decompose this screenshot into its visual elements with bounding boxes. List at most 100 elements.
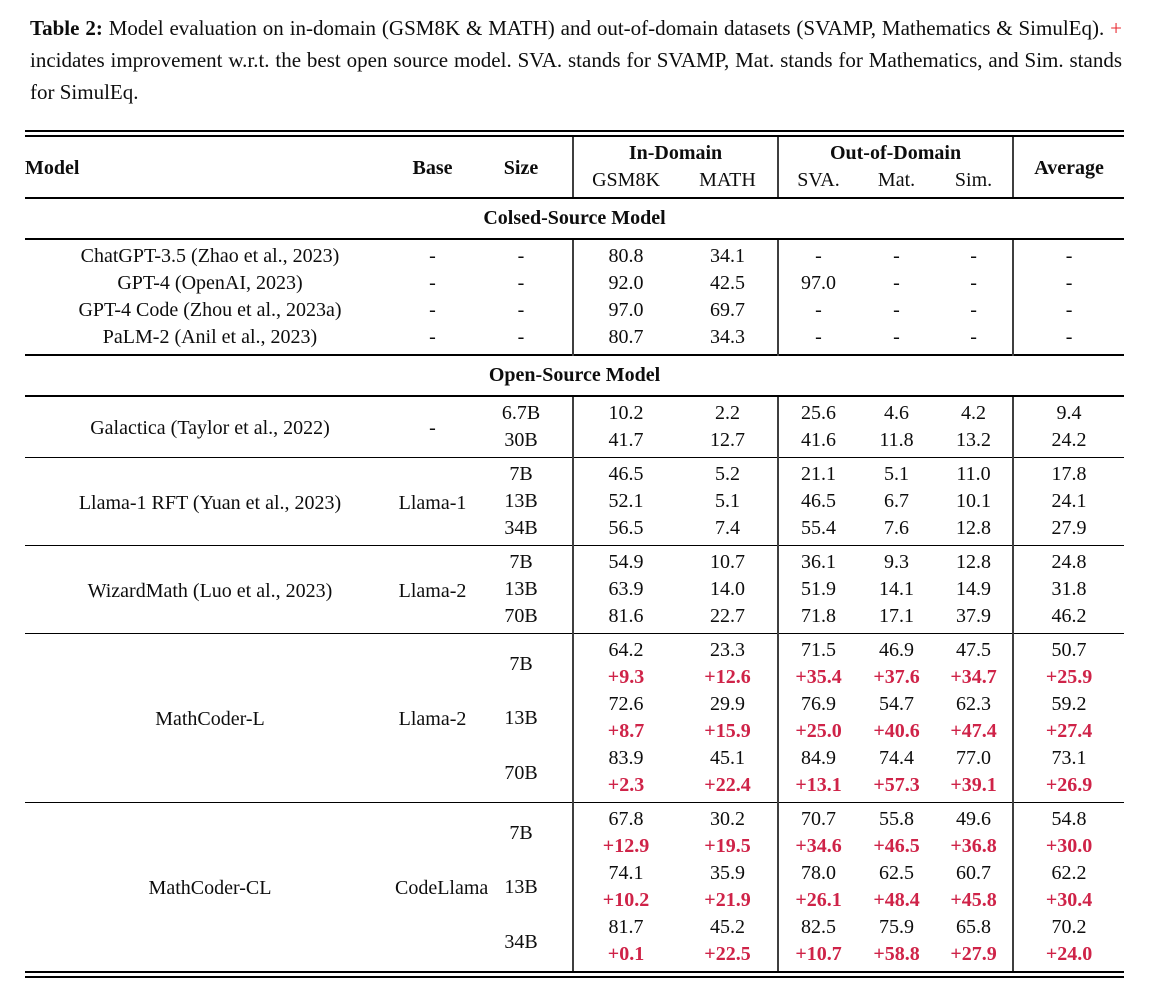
header-row-groups: Model Base Size In-Domain Out-of-Domain … <box>25 133 1125 199</box>
improvement-cell: +25.9 <box>1012 664 1125 691</box>
value-cell: 54.7 <box>879 693 915 715</box>
value-cell: 5.1 <box>858 457 936 488</box>
size-cell: 7B <box>470 545 573 576</box>
improvement-cell: +36.8 <box>950 835 997 857</box>
value-cell: - <box>858 238 936 270</box>
value-cell: 80.7 <box>572 324 678 355</box>
value-cell: 21.1 <box>777 457 859 488</box>
header-math: MATH <box>678 167 779 199</box>
improvement-cell: +19.5 <box>704 835 751 857</box>
data-row: GPT-4 (OpenAI, 2023) - - 92.0 42.5 97.0 - - - <box>25 270 1125 297</box>
base-cell: Llama-2 <box>395 633 470 803</box>
value-cell: 37.9 <box>956 605 992 627</box>
header-svamp: SVA. <box>777 167 859 199</box>
value-cell: 14.9 <box>956 578 992 600</box>
value-cell: 41.7 <box>572 427 678 458</box>
value-cell: 92.0 <box>572 270 678 297</box>
size-cell: - <box>470 238 573 270</box>
model-cell: MathCoder-L <box>25 633 395 803</box>
model-cell: GPT-4 (OpenAI, 2023) <box>117 272 303 294</box>
size-cell: 7B <box>470 802 573 860</box>
value-cell: 36.1 <box>777 545 859 576</box>
header-simuleq: Sim. <box>935 167 1014 199</box>
value-cell: 64.2 <box>572 633 678 664</box>
improvement-cell: +30.4 <box>1012 887 1125 914</box>
improvement-cell: +22.4 <box>704 774 751 796</box>
header-row-datasets: GSM8K MATH SVA. Mat. Sim. <box>25 167 1124 199</box>
value-cell: 78.0 <box>777 860 859 887</box>
improvement-cell: +10.7 <box>777 941 859 975</box>
value-cell: 67.8 <box>572 802 678 833</box>
value-cell: 55.8 <box>858 802 936 833</box>
value-cell: 5.1 <box>715 490 740 512</box>
improvement-cell: +21.9 <box>704 889 751 911</box>
value-cell: 14.1 <box>879 578 915 600</box>
value-cell: 76.9 <box>777 691 859 718</box>
section-title: Open-Source Model <box>25 354 1125 397</box>
value-cell: 23.3 <box>678 633 779 664</box>
value-cell: - <box>1012 297 1125 324</box>
value-cell: 62.5 <box>879 862 915 884</box>
improvement-row: +10.2 +21.9 +26.1 +48.4 +45.8 +30.4 <box>25 887 1125 914</box>
improvement-cell: +10.2 <box>572 887 678 914</box>
size-cell: 70B <box>504 605 538 627</box>
value-cell: 50.7 <box>1012 633 1125 664</box>
value-cell: 30.2 <box>678 802 779 833</box>
value-cell: 60.7 <box>956 862 992 884</box>
table-caption: Table 2: Model evaluation on in-domain (… <box>30 12 1122 108</box>
value-cell: 9.4 <box>1012 395 1125 427</box>
value-cell: - <box>970 272 977 294</box>
value-cell: 2.2 <box>678 395 779 427</box>
size-cell: 13B <box>504 578 538 600</box>
improvement-cell: +12.9 <box>572 833 678 860</box>
size-cell: 7B <box>470 633 573 691</box>
value-cell: 71.8 <box>777 603 859 634</box>
data-row: 13B 74.1 35.9 78.0 62.5 60.7 62.2 <box>25 860 1125 898</box>
improvement-cell: +2.3 <box>572 772 678 803</box>
section-title-row: Open-Source Model <box>25 354 1125 397</box>
improvement-cell: +9.3 <box>572 664 678 691</box>
value-cell: 73.1 <box>1012 745 1125 772</box>
value-cell: 84.9 <box>777 745 859 772</box>
value-cell: 75.9 <box>879 916 915 938</box>
value-cell: 62.3 <box>956 693 992 715</box>
value-cell: - <box>777 297 859 324</box>
improvement-cell: +24.0 <box>1012 941 1125 975</box>
improvement-row: +12.9 +19.5 +34.6 +46.5 +36.8 +30.0 <box>25 833 1125 860</box>
value-cell: 55.4 <box>777 515 859 546</box>
improvement-cell: +26.1 <box>777 887 859 914</box>
improvement-cell: +34.6 <box>777 833 859 860</box>
value-cell: 5.2 <box>678 457 779 488</box>
value-cell: 7.4 <box>715 517 740 539</box>
data-row: 13B 52.1 5.1 46.5 6.7 10.1 24.1 <box>25 488 1125 515</box>
value-cell: 65.8 <box>956 916 992 938</box>
data-row: 70B 83.9 45.1 84.9 74.4 77.0 73.1 <box>25 745 1125 784</box>
value-cell: 71.5 <box>777 633 859 664</box>
improvement-cell: +13.1 <box>777 772 859 803</box>
size-cell: 34B <box>504 931 538 953</box>
improvement-cell: +47.4 <box>950 720 997 742</box>
data-row: ChatGPT-3.5 (Zhao et al., 2023) - -80.8 34.… <box>25 238 1125 270</box>
value-cell: - <box>935 238 1014 270</box>
model-cell: PaLM-2 (Anil et al., 2023) <box>102 326 318 348</box>
results-table: Model Base Size In-Domain Out-of-Domain … <box>25 130 1125 978</box>
header-mathematics: Mat. <box>858 167 936 199</box>
value-cell: 17.8 <box>1012 457 1125 488</box>
value-cell: - <box>777 238 859 270</box>
improvement-cell: +27.9 <box>950 943 997 965</box>
data-row: Galactica (Taylor et al., 2022) -6.7B 10.2… <box>25 395 1125 458</box>
value-cell: 46.2 <box>1012 603 1125 634</box>
value-cell: 82.5 <box>777 914 859 941</box>
value-cell: 14.0 <box>710 578 745 600</box>
size-cell: - <box>517 272 525 294</box>
value-cell: 7.6 <box>884 517 910 539</box>
value-cell: 25.6 <box>777 395 859 427</box>
improvement-cell: +0.1 <box>572 941 678 975</box>
value-cell: 45.1 <box>710 747 745 769</box>
value-cell: - <box>777 324 859 355</box>
value-cell: 81.6 <box>572 603 678 634</box>
value-cell: 13.2 <box>956 429 992 451</box>
data-row: 13B 63.9 14.0 51.9 14.1 14.9 31.8 <box>25 576 1125 603</box>
improvement-row: +2.3 +22.4 +13.1 +57.3 +39.1 +26.9 <box>25 772 1125 803</box>
value-cell: 80.8 <box>572 238 678 270</box>
